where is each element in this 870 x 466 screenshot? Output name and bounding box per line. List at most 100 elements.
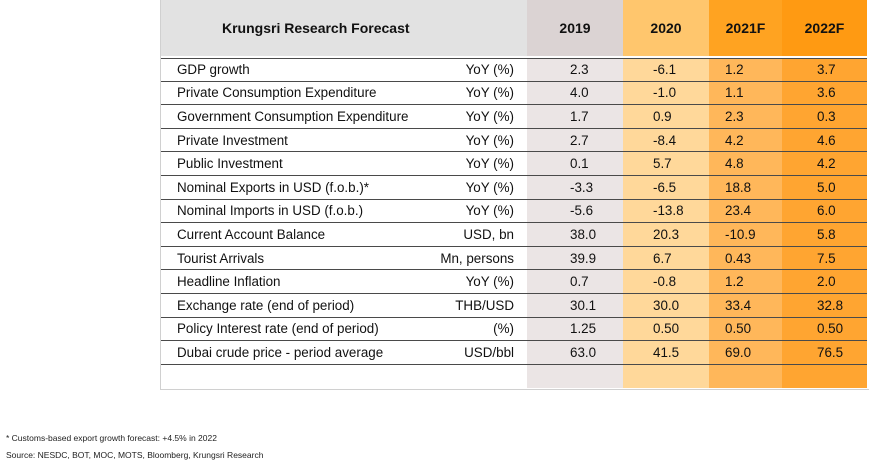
value-cell: 0.9 — [623, 105, 709, 129]
row-label: Current Account Balance — [161, 223, 432, 247]
value-cell: -8.4 — [623, 128, 709, 153]
value-cell: 5.8 — [782, 223, 867, 247]
value-cell: 0.7 — [527, 270, 623, 294]
row-unit: YoY (%) — [432, 58, 527, 82]
row-label: Nominal Imports in USD (f.o.b.) — [161, 200, 432, 224]
row-unit: YoY (%) — [432, 129, 527, 153]
row-label: Government Consumption Expenditure — [161, 105, 432, 129]
value-cell: 2.3 — [527, 58, 623, 82]
value-cell: 2.3 — [709, 105, 782, 129]
value-cell: 4.0 — [527, 81, 623, 106]
value-cell: 76.5 — [782, 341, 867, 365]
table-row: Current Account Balance USD, bn 38.0 20.3 -1… — [161, 223, 867, 247]
value-cell: 2.7 — [527, 128, 623, 153]
table-row: Government Consumption Expenditure YoY (%… — [161, 105, 867, 129]
value-cell: 5.0 — [782, 175, 867, 200]
row-unit: YoY (%) — [432, 270, 527, 294]
value-cell: 6.0 — [782, 199, 867, 224]
table-row: Private Investment YoY (%) 2.7 -8.4 4.2 4.6 — [161, 128, 867, 153]
year-header-2020: 2020 — [623, 0, 709, 56]
table-row: Private Consumption Expenditure YoY (%) 4.… — [161, 81, 867, 106]
value-cell: 30.0 — [623, 293, 709, 318]
value-cell: 32.8 — [782, 293, 867, 318]
row-label: Public Investment — [161, 152, 432, 176]
value-cell: 4.2 — [709, 128, 782, 153]
table-row: Policy Interest rate (end of period) (%) 1… — [161, 317, 867, 342]
year-header-2021f: 2021F — [709, 0, 782, 56]
row-unit: (%) — [432, 318, 527, 342]
source-note: Source: NESDC, BOT, MOC, MOTS, Bloomberg… — [6, 450, 264, 460]
table-row: Nominal Exports in USD (f.o.b.)* YoY (%) -… — [161, 175, 867, 200]
value-cell: 20.3 — [623, 223, 709, 247]
row-unit: THB/USD — [432, 294, 527, 318]
table-body: GDP growth YoY (%) 2.3 -6.1 1.2 3.7 Private Co… — [161, 58, 867, 365]
value-cell: 18.8 — [709, 175, 782, 200]
value-cell: 0.3 — [782, 105, 867, 129]
value-cell: 4.6 — [782, 128, 867, 153]
row-unit: Mn, persons — [432, 247, 527, 271]
table-row: GDP growth YoY (%) 2.3 -6.1 1.2 3.7 — [161, 58, 867, 82]
row-label: Tourist Arrivals — [161, 247, 432, 271]
table-title: Krungsri Research Forecast — [161, 0, 527, 56]
year-header-2022f: 2022F — [782, 0, 867, 56]
value-cell: 41.5 — [623, 341, 709, 365]
row-unit: YoY (%) — [432, 105, 527, 129]
value-cell: 4.8 — [709, 152, 782, 176]
value-cell: 63.0 — [527, 341, 623, 365]
row-label: Private Investment — [161, 129, 432, 153]
value-cell: -10.9 — [709, 223, 782, 247]
value-cell: 33.4 — [709, 293, 782, 318]
value-cell: 5.7 — [623, 152, 709, 176]
value-cell: 1.7 — [527, 105, 623, 129]
value-cell: 23.4 — [709, 199, 782, 224]
row-unit: YoY (%) — [432, 200, 527, 224]
value-cell: 3.7 — [782, 58, 867, 82]
value-cell: -0.8 — [623, 270, 709, 294]
value-cell: -3.3 — [527, 175, 623, 200]
row-unit: YoY (%) — [432, 82, 527, 106]
value-cell: 4.2 — [782, 152, 867, 176]
value-cell: 69.0 — [709, 341, 782, 365]
row-unit: YoY (%) — [432, 152, 527, 176]
year-header-2019: 2019 — [527, 0, 623, 56]
value-cell: -6.5 — [623, 175, 709, 200]
value-cell: 0.50 — [623, 317, 709, 342]
row-unit: YoY (%) — [432, 176, 527, 200]
row-unit: USD, bn — [432, 223, 527, 247]
table-row: Tourist Arrivals Mn, persons 39.9 6.7 0.43 7.… — [161, 246, 867, 271]
row-label: GDP growth — [161, 58, 432, 82]
table-row: Headline Inflation YoY (%) 0.7 -0.8 1.2 2.0 — [161, 270, 867, 294]
row-label: Private Consumption Expenditure — [161, 82, 432, 106]
value-cell: 1.25 — [527, 317, 623, 342]
row-label: Nominal Exports in USD (f.o.b.)* — [161, 176, 432, 200]
table-bottom-fill — [161, 365, 867, 388]
row-label: Policy Interest rate (end of period) — [161, 318, 432, 342]
value-cell: 0.1 — [527, 152, 623, 176]
table-row: Exchange rate (end of period) THB/USD 30.1… — [161, 293, 867, 318]
value-cell: 1.2 — [709, 58, 782, 82]
value-cell: 38.0 — [527, 223, 623, 247]
row-unit: USD/bbl — [432, 341, 527, 365]
value-cell: 1.2 — [709, 270, 782, 294]
value-cell: 1.1 — [709, 81, 782, 106]
value-cell: 30.1 — [527, 293, 623, 318]
value-cell: 0.43 — [709, 246, 782, 271]
table-row: Dubai crude price - period average USD/bb… — [161, 341, 867, 365]
table-row: Public Investment YoY (%) 0.1 5.7 4.8 4.2 — [161, 152, 867, 176]
row-label: Headline Inflation — [161, 270, 432, 294]
table-row: Nominal Imports in USD (f.o.b.) YoY (%) -5… — [161, 199, 867, 224]
row-label: Exchange rate (end of period) — [161, 294, 432, 318]
value-cell: 39.9 — [527, 246, 623, 271]
value-cell: -1.0 — [623, 81, 709, 106]
value-cell: 3.6 — [782, 81, 867, 106]
value-cell: 2.0 — [782, 270, 867, 294]
value-cell: 0.50 — [782, 317, 867, 342]
table-header: Krungsri Research Forecast 2019 2020 202… — [161, 0, 867, 56]
footnote: * Customs-based export growth forecast: … — [6, 433, 217, 443]
value-cell: 6.7 — [623, 246, 709, 271]
value-cell: -6.1 — [623, 58, 709, 82]
value-cell: 7.5 — [782, 246, 867, 271]
row-label: Dubai crude price - period average — [161, 341, 432, 365]
value-cell: 0.50 — [709, 317, 782, 342]
value-cell: -13.8 — [623, 199, 709, 224]
